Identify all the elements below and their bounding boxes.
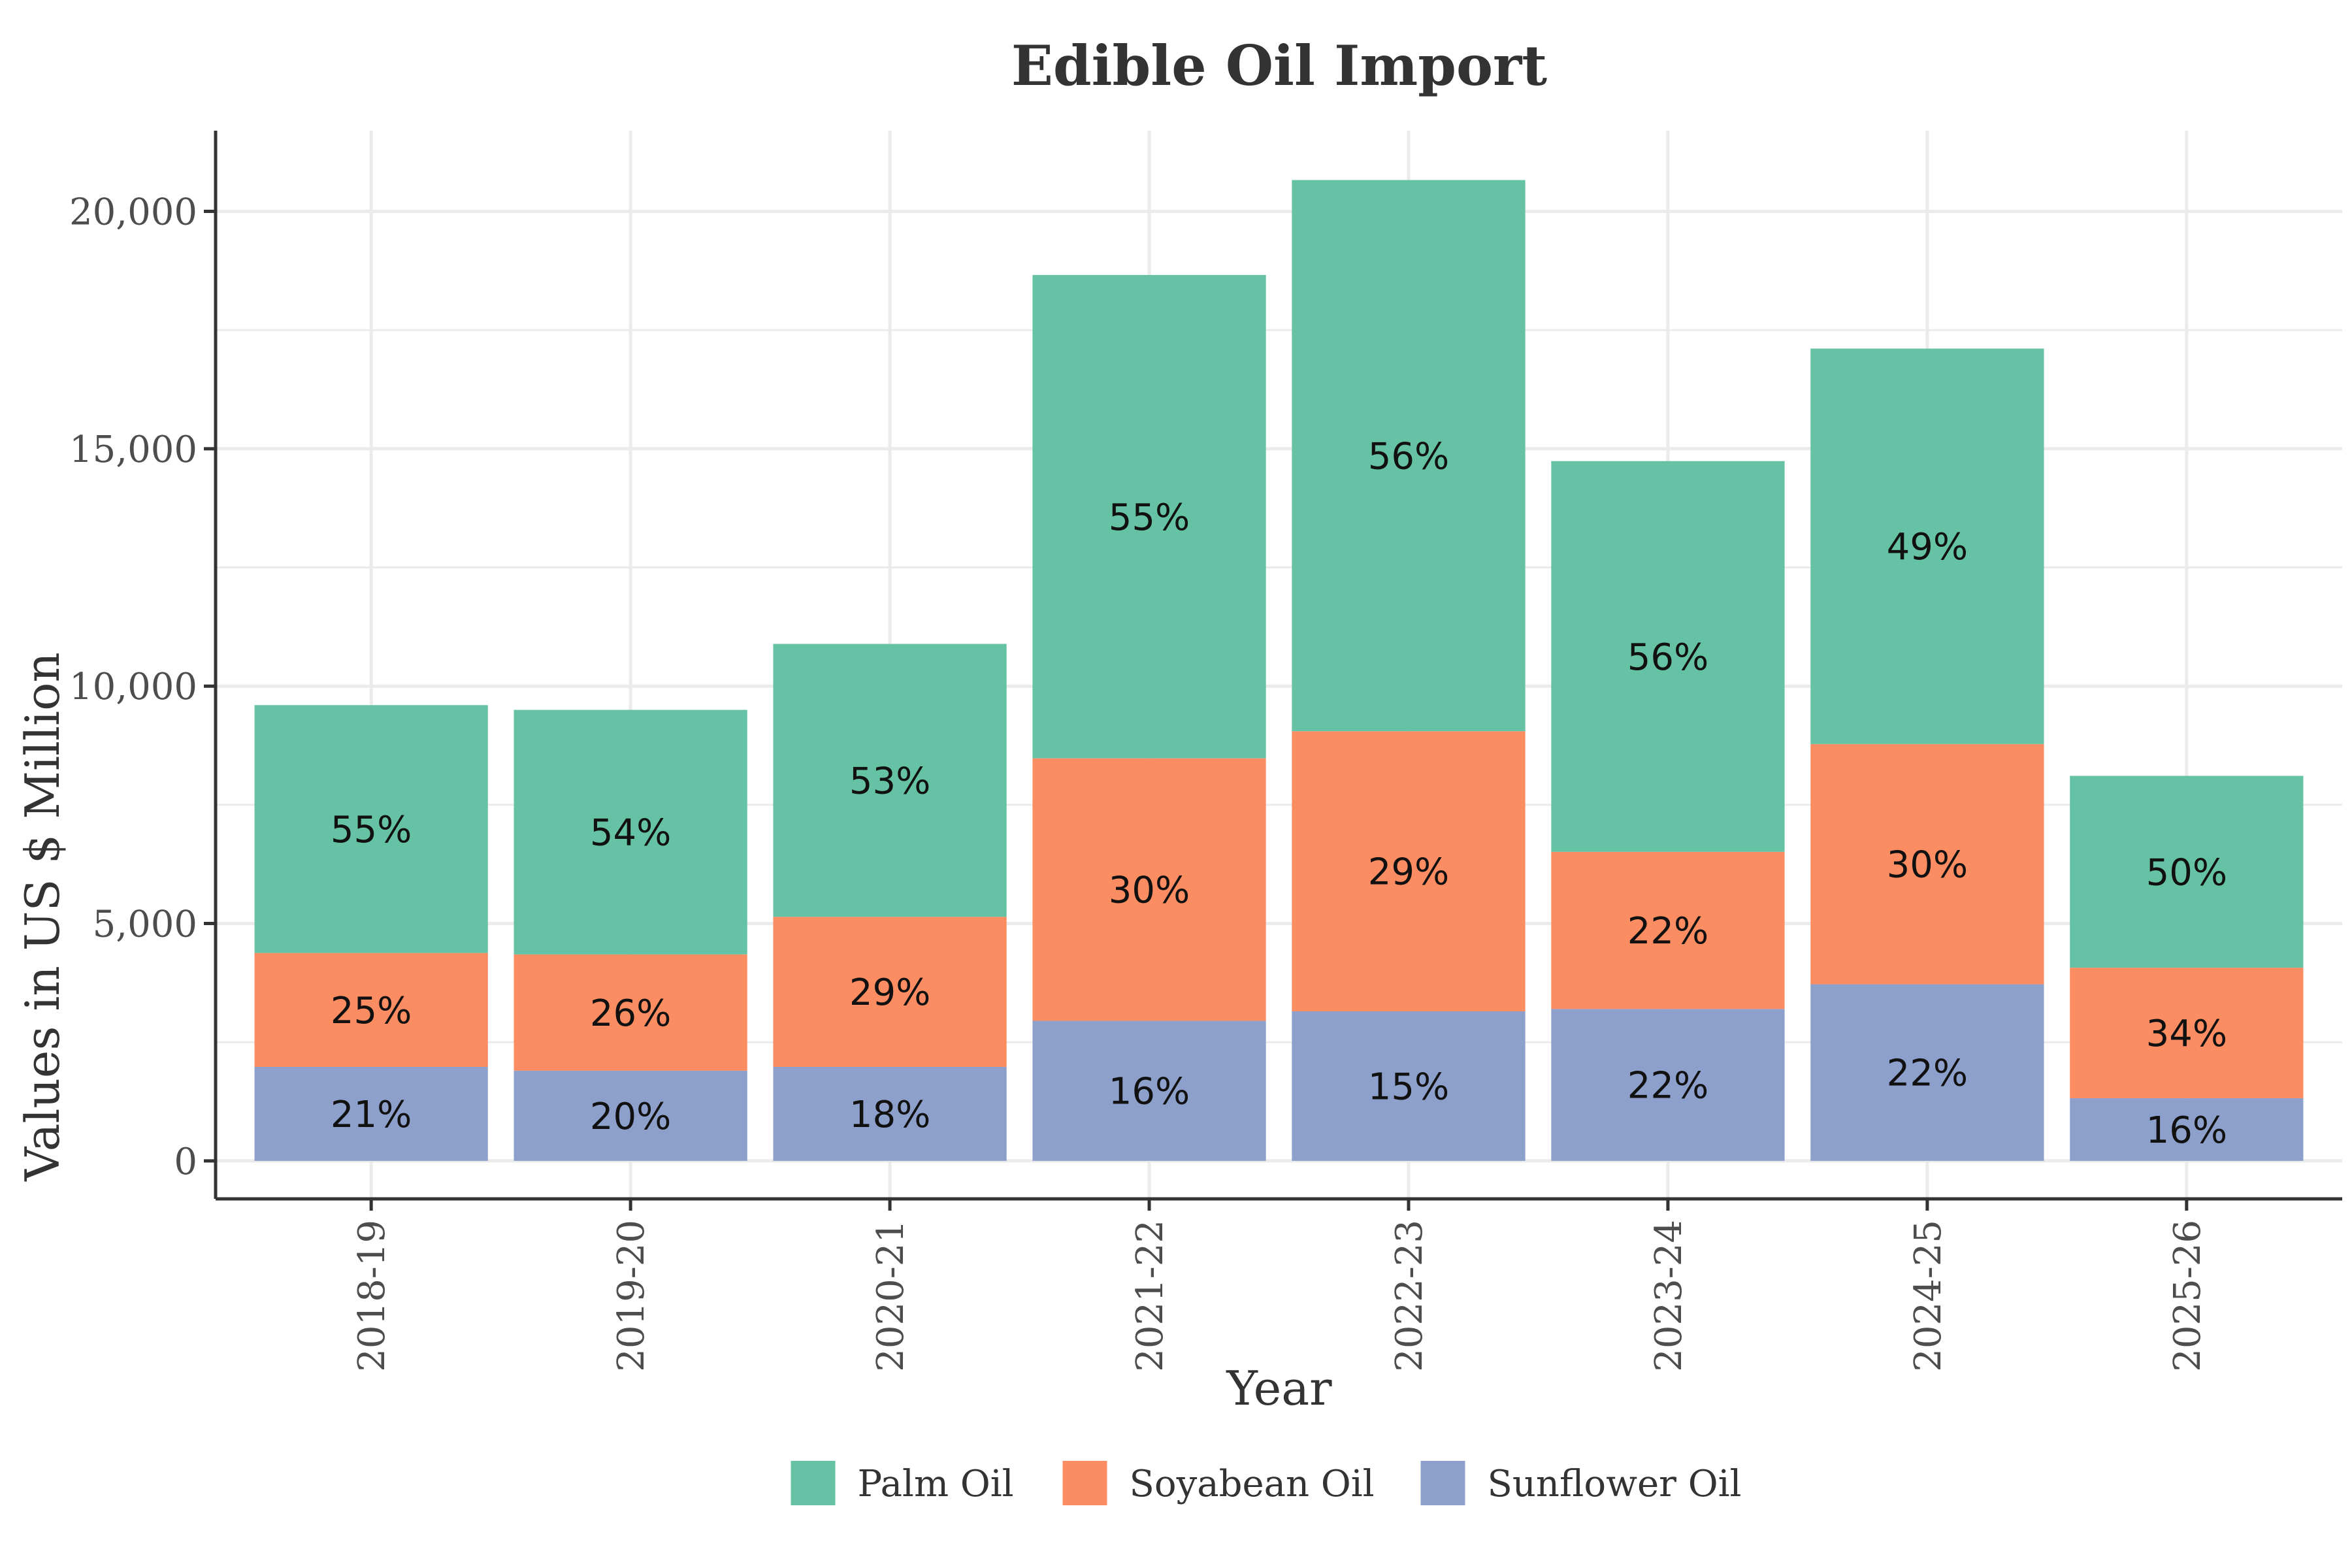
data-label: 22% <box>1627 1065 1708 1107</box>
data-label: 29% <box>1368 851 1449 894</box>
x-tick-label: 2024-25 <box>1907 1220 1950 1372</box>
data-label: 18% <box>849 1094 930 1136</box>
data-label: 25% <box>331 990 412 1032</box>
x-tick-label: 2018-19 <box>351 1220 393 1372</box>
chart-title: Edible Oil Import <box>1011 33 1547 98</box>
bar-palm-oil-2022-23 <box>1292 180 1526 732</box>
bar-palm-oil-2019-20 <box>514 710 747 955</box>
legend-label-sunflower-oil: Sunflower Oil <box>1488 1463 1742 1505</box>
bar-sunflower-oil-2020-21 <box>773 1066 1007 1161</box>
bar-soyabean-oil-2019-20 <box>514 954 747 1071</box>
legend-label-soyabean-oil: Soyabean Oil <box>1130 1463 1375 1505</box>
x-tick-label: 2023-24 <box>1648 1220 1690 1372</box>
bar-sunflower-oil-2024-25 <box>1810 984 2044 1161</box>
x-tick-label: 2022-23 <box>1388 1220 1431 1372</box>
data-label: 50% <box>2146 851 2227 894</box>
data-label: 56% <box>1368 435 1449 478</box>
data-label: 15% <box>1368 1066 1449 1108</box>
bar-sunflower-oil-2025-26 <box>2070 1098 2304 1161</box>
legend-swatch-sunflower-oil <box>1420 1461 1465 1505</box>
data-label: 22% <box>1627 910 1708 953</box>
x-axis-title: Year <box>1226 1361 1332 1416</box>
data-label: 49% <box>1887 526 1968 568</box>
data-label: 21% <box>331 1094 412 1136</box>
y-tick-label: 20,000 <box>69 191 197 234</box>
data-label: 56% <box>1627 636 1708 679</box>
bar-soyabean-oil-2025-26 <box>2070 968 2304 1098</box>
data-label: 22% <box>1887 1053 1968 1095</box>
x-tick-label: 2025-26 <box>2166 1220 2209 1372</box>
data-label: 16% <box>1109 1071 1190 1113</box>
legend: Palm Oil Soyabean Oil Sunflower Oil <box>791 1461 1742 1505</box>
bar-palm-oil-2025-26 <box>2070 776 2304 968</box>
axes <box>214 131 2342 1201</box>
bar-soyabean-oil-2023-24 <box>1551 851 1785 1009</box>
y-tick-label: 15,000 <box>69 429 197 471</box>
bar-palm-oil-2021-22 <box>1032 274 1266 759</box>
legend-swatch-palm-oil <box>791 1461 836 1505</box>
y-tick-label: 5,000 <box>93 904 197 946</box>
bar-labels: 21% 20% 18% 16% 15% 22% 22% 16% 25% 26% 29% 30% 29% 2… <box>331 435 2227 1152</box>
x-tick-label: 2021-22 <box>1129 1220 1171 1372</box>
legend-label-palm-oil: Palm Oil <box>858 1463 1014 1505</box>
data-label: 55% <box>331 809 412 851</box>
data-label: 20% <box>590 1096 671 1138</box>
y-tick-label: 10,000 <box>69 666 197 708</box>
bar-palm-oil-2024-25 <box>1810 348 2044 744</box>
x-tick-label: 2020-21 <box>870 1220 912 1372</box>
y-axis-title: Values in US $ Million <box>15 652 70 1182</box>
bar-soyabean-oil-2022-23 <box>1292 731 1526 1011</box>
data-label: 55% <box>1109 497 1190 539</box>
bar-soyabean-oil-2021-22 <box>1032 758 1266 1021</box>
x-tick-label: 2019-20 <box>610 1220 653 1372</box>
data-label: 30% <box>1109 870 1190 912</box>
data-label: 53% <box>849 760 930 802</box>
bar-sunflower-oil-2022-23 <box>1292 1011 1526 1161</box>
bar-sunflower-oil-2023-24 <box>1551 1009 1785 1161</box>
bar-soyabean-oil-2020-21 <box>773 917 1007 1067</box>
bar-sunflower-oil-2019-20 <box>514 1070 747 1161</box>
bar-palm-oil-2023-24 <box>1551 461 1785 852</box>
legend-swatch-soyabean-oil <box>1062 1461 1107 1505</box>
bar-palm-oil-2020-21 <box>773 644 1007 917</box>
y-tick-label: 0 <box>174 1141 197 1183</box>
data-label: 16% <box>2146 1109 2227 1152</box>
data-label: 30% <box>1887 844 1968 887</box>
bar-soyabean-oil-2018-19 <box>254 953 488 1067</box>
bar-sunflower-oil-2018-19 <box>254 1066 488 1161</box>
bar-palm-oil-2018-19 <box>254 705 488 953</box>
data-label: 26% <box>590 992 671 1035</box>
data-label: 54% <box>590 812 671 855</box>
data-label: 29% <box>849 972 930 1014</box>
data-label: 34% <box>2146 1013 2227 1055</box>
bar-soyabean-oil-2024-25 <box>1810 743 2044 985</box>
bar-sunflower-oil-2021-22 <box>1032 1021 1266 1161</box>
bars <box>254 180 2304 1161</box>
axis-ticks: 0 5,000 10,000 15,000 20,000 2018-19 2019-20 20… <box>69 191 2209 1372</box>
